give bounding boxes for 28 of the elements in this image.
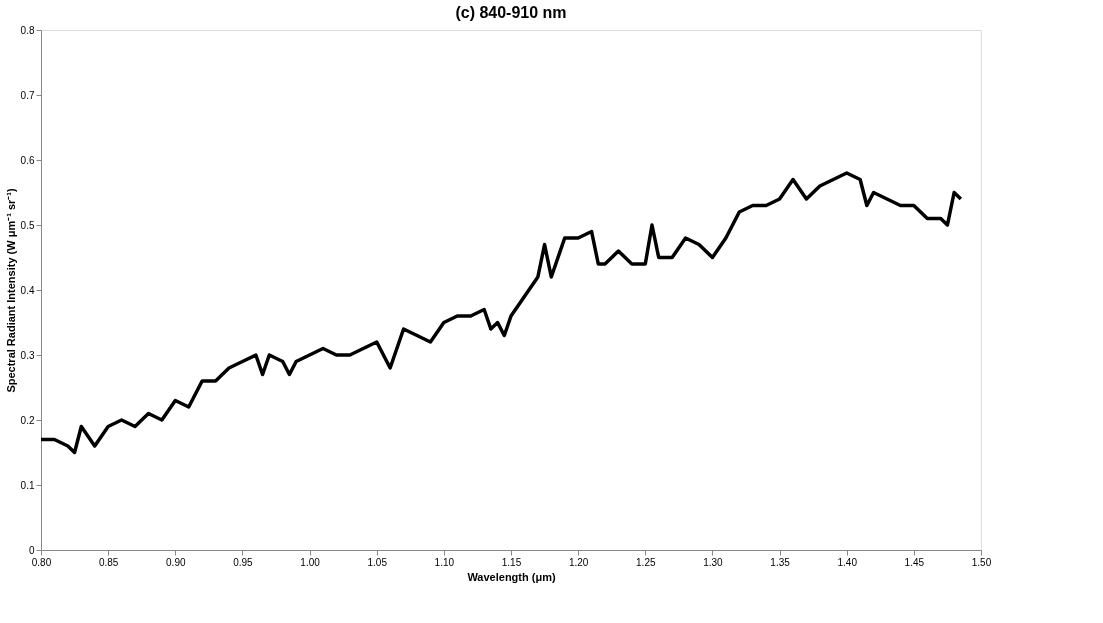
y-tick-label: 0 (28, 544, 35, 556)
x-tick-label: 1.10 (434, 556, 455, 568)
y-tick-label: 0.1 (20, 479, 35, 491)
x-tick-label: 0.95 (233, 556, 254, 568)
x-tick-label: 1.35 (770, 556, 791, 568)
x-tick-label: 1.30 (703, 556, 724, 568)
x-tick-label: 1.05 (367, 556, 388, 568)
y-tick-label: 0.8 (20, 24, 35, 36)
x-tick-label: 0.85 (98, 556, 119, 568)
y-tick-label: 0.3 (20, 349, 35, 361)
y-tick-label: 0.6 (20, 154, 35, 166)
x-tick-label: 1.00 (300, 556, 321, 568)
line-series (41, 171, 963, 455)
x-tick-label: 1.25 (636, 556, 656, 568)
y-tick-label: 0.2 (20, 414, 35, 426)
y-tick-label: 0.4 (20, 284, 35, 296)
x-tick-label: 0.80 (31, 556, 52, 568)
x-tick-label: 1.40 (837, 556, 858, 568)
x-axis-title: Wavelength (μm) (467, 570, 556, 583)
chart-title: (c) 840-910 nm (455, 4, 567, 21)
y-axis-title: Spectral Radiant Intensity (W μm⁻¹ sr⁻¹) (4, 188, 17, 393)
y-tick-label: 0.7 (20, 89, 35, 101)
y-tick-label: 0.5 (20, 219, 35, 231)
x-tick-label: 1.15 (501, 556, 522, 568)
x-tick-label: 1.50 (971, 556, 992, 568)
x-tick-label: 1.20 (568, 556, 589, 568)
x-tick-label: 0.90 (166, 556, 186, 568)
x-tick-label: 1.45 (904, 556, 925, 568)
